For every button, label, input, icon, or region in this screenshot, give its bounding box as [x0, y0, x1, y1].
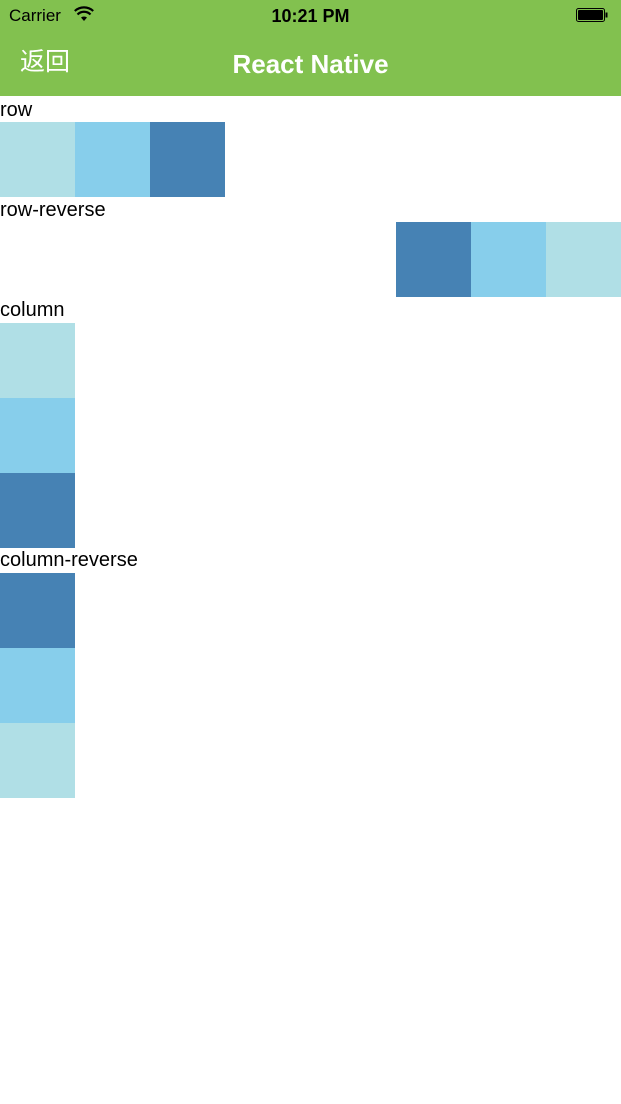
section-label-row-reverse: row-reverse	[0, 199, 106, 221]
column-box-2	[0, 398, 75, 473]
row-box-2	[75, 122, 150, 197]
battery-icon	[576, 8, 608, 22]
status-time: 10:21 PM	[271, 6, 350, 26]
back-button[interactable]: 返回	[20, 47, 71, 76]
row-box-3	[150, 122, 225, 197]
section-label-column: column	[0, 299, 65, 321]
row-box-1	[0, 122, 75, 197]
column-reverse-box-1	[0, 573, 75, 648]
navigation-header: Carrier 10:21 PM 返回 React Native	[0, 0, 621, 96]
column-box-3	[0, 473, 75, 548]
section-label-row: row	[0, 99, 33, 121]
column-box-1	[0, 323, 75, 398]
wifi-icon	[74, 6, 94, 21]
section-label-column-reverse: column-reverse	[0, 549, 138, 571]
status-bar: Carrier 10:21 PM	[0, 0, 621, 32]
column-reverse-box-3	[0, 723, 75, 798]
row-reverse-box-3	[546, 222, 621, 297]
column-reverse-box-2	[0, 648, 75, 723]
row-reverse-box-2	[471, 222, 546, 297]
page-title: React Native	[232, 49, 389, 79]
carrier-label: Carrier	[9, 6, 61, 25]
row-reverse-box-1	[396, 222, 471, 297]
